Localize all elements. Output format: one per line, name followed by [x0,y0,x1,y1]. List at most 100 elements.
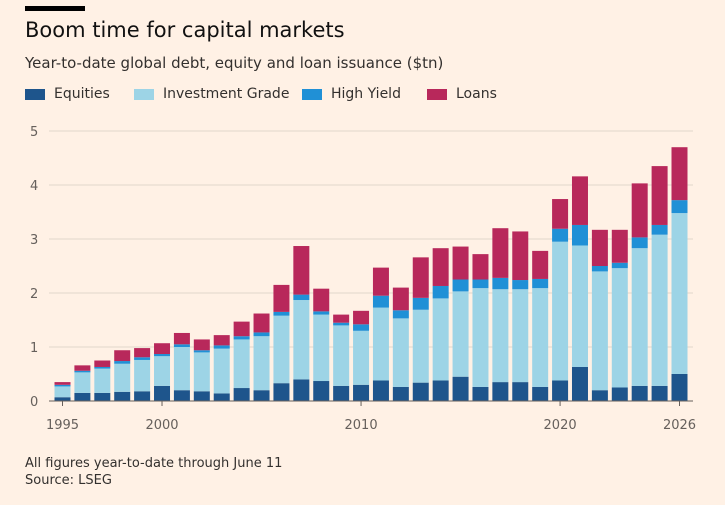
bar-loans [631,183,648,238]
bar-investment-grade [134,359,151,392]
bar-loans [273,284,290,312]
legend-swatch-equities [25,88,45,100]
bar-high-yield [333,322,350,326]
bar-loans [253,313,270,333]
bar-equities [154,385,171,401]
bar-equities [293,379,310,401]
bar-investment-grade [532,288,549,387]
bar-equities [273,383,290,401]
bar-investment-grade [552,241,569,381]
y-tick-label: 5 [30,125,38,140]
footnote: All figures year-to-date through June 11… [25,455,282,489]
bar-equities [671,374,688,401]
bar-high-yield [412,297,429,310]
bar-investment-grade [173,347,190,391]
legend-swatch-loans [427,88,447,100]
bar-loans [134,348,151,358]
bar-investment-grade [253,336,270,391]
bar-investment-grade [74,372,91,393]
bar-high-yield [571,224,588,246]
bar-equities [173,390,190,401]
bar-equities [74,392,91,401]
legend-item-investment-grade: Investment Grade [134,86,289,102]
y-tick-label: 1 [30,341,38,356]
bar-loans [671,147,688,201]
bar-high-yield [54,384,71,387]
footnote-note: All figures year-to-date through June 11 [25,456,283,471]
bar-equities [134,391,151,401]
chart-subtitle: Year-to-date global debt, equity and loa… [25,54,444,72]
x-tick-label: 2010 [345,418,378,433]
bar-high-yield [512,280,529,290]
bar-investment-grade [571,245,588,367]
bar-loans [114,350,131,362]
bar-high-yield [432,285,449,299]
bar-equities [472,386,489,401]
bar-investment-grade [512,289,529,383]
bar-high-yield [193,350,210,353]
bar-high-yield [293,294,310,301]
bar-investment-grade [631,248,648,386]
bar-equities [552,380,569,401]
bar-high-yield [591,266,608,272]
bar-investment-grade [432,298,449,381]
bar-loans [313,288,330,312]
bar-investment-grade [293,300,310,380]
bar-investment-grade [392,318,409,387]
legend-swatch-investment-grade [134,88,154,100]
bar-equities [392,386,409,401]
bar-equities [412,382,429,401]
legend-item-loans: Loans [427,86,497,102]
bar-loans [452,246,469,280]
bar-investment-grade [611,268,628,388]
bar-equities [213,393,230,401]
bar-loans [532,250,549,279]
bar-equities [54,397,71,401]
bar-equities [333,385,350,401]
bar-investment-grade [671,213,688,374]
bar-high-yield [353,324,370,331]
bar-equities [193,391,210,401]
bar-loans [193,339,210,351]
bar-loans [74,365,91,371]
bar-high-yield [74,370,91,373]
bar-high-yield [173,344,190,347]
bar-high-yield [372,295,389,308]
bar-loans [94,360,111,367]
bar-high-yield [552,228,569,242]
bar-loans [611,229,628,263]
bar-equities [591,390,608,401]
brand-bar [25,6,85,11]
bar-loans [472,254,489,280]
bar-high-yield [273,311,290,316]
bar-investment-grade [353,330,370,385]
y-tick-label: 3 [30,233,38,248]
bar-equities [233,388,250,401]
x-tick-label: 2026 [663,418,696,433]
bar-loans [154,343,171,355]
bar-loans [293,246,310,295]
bar-equities [492,382,509,401]
legend-label-investment-grade: Investment Grade [163,86,290,102]
bar-high-yield [631,237,648,249]
bar-loans [571,176,588,225]
bar-high-yield [154,354,171,357]
legend-swatch-high-yield [302,88,322,100]
bar-loans [492,228,509,278]
chart-legend: Equities Investment Grade High Yield Loa… [25,86,705,104]
y-tick-label: 0 [30,395,38,410]
bar-investment-grade [412,309,429,383]
bar-high-yield [313,311,330,315]
bar-loans [233,321,250,337]
bar-equities [313,381,330,401]
y-tick-label: 2 [30,287,38,302]
legend-item-high-yield: High Yield [302,86,401,102]
legend-label-loans: Loans [456,86,497,102]
bar-loans [432,248,449,286]
bar-high-yield [134,357,151,360]
bar-high-yield [671,200,688,214]
bar-investment-grade [154,356,171,386]
chart-title: Boom time for capital markets [25,18,345,42]
bar-equities [571,366,588,401]
bar-equities [611,387,628,401]
